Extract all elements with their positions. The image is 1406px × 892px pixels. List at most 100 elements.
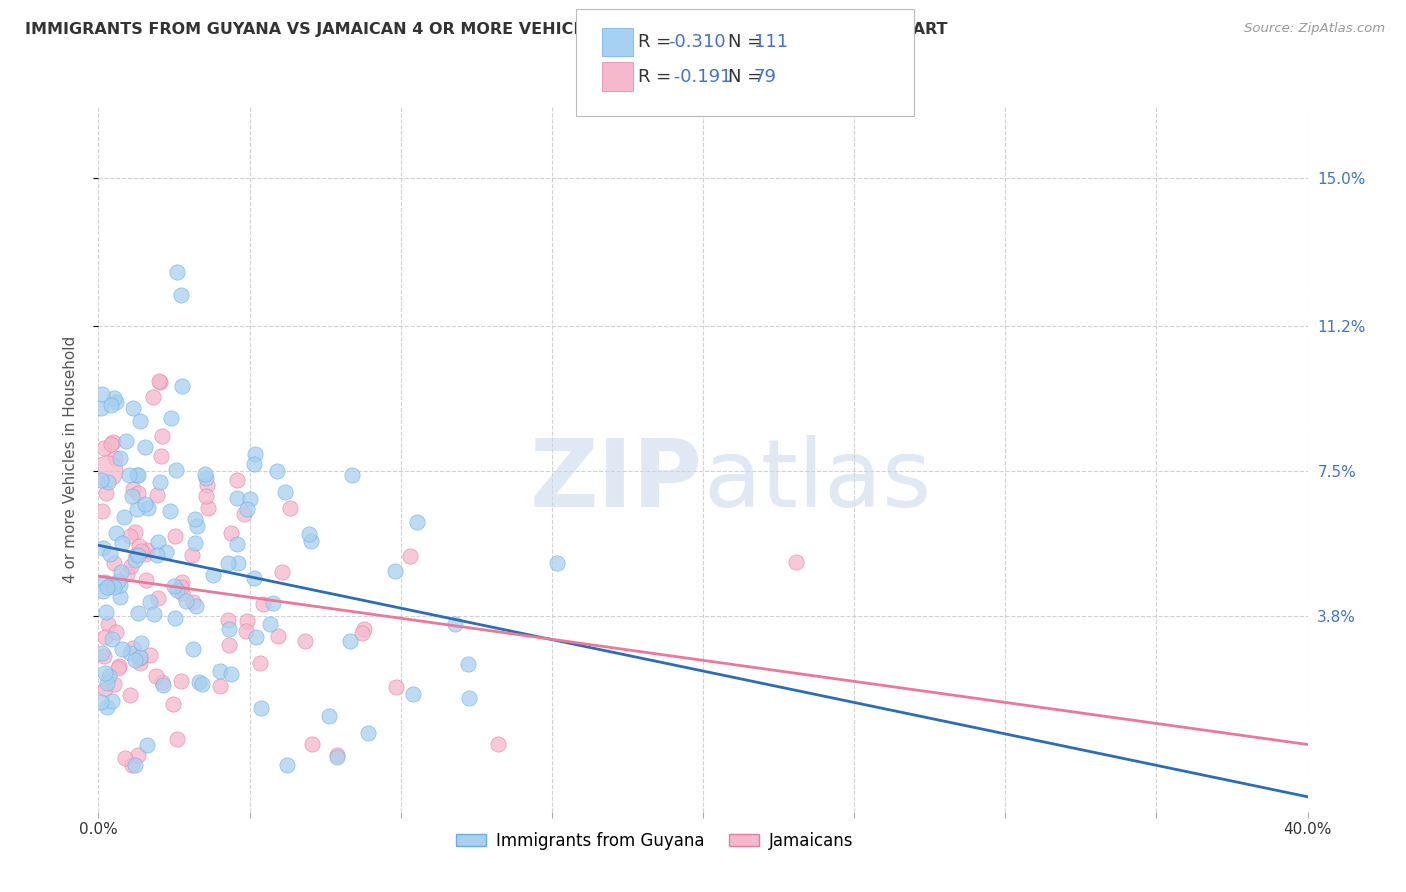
Point [162,579,184,593]
Point [103,580,125,594]
Point [301,737,323,751]
Point [105,526,128,541]
Point [186,519,208,533]
Point [245,630,267,644]
Point [299,534,322,549]
Point [384,564,406,578]
Point [458,690,481,705]
Point [103,556,125,570]
Point [270,565,292,579]
Point [135,543,157,558]
Point [342,468,364,483]
Point [93,630,115,644]
Point [129,414,152,428]
Point [127,748,149,763]
Point [195,478,218,492]
Point [150,674,173,689]
Point [274,485,297,500]
Point [104,450,127,465]
Point [163,611,186,625]
Point [117,567,139,582]
Text: 111: 111 [754,33,787,51]
Point [91,386,114,401]
Point [90,473,112,487]
Point [101,632,124,646]
Point [266,464,288,478]
Point [444,616,467,631]
Point [134,547,156,561]
Point [183,642,205,657]
Point [127,467,149,482]
Point [96,675,118,690]
Point [148,535,170,549]
Point [104,624,127,639]
Point [93,441,115,455]
Point [103,391,125,405]
Point [785,555,807,569]
Point [90,646,112,660]
Point [155,545,177,559]
Point [172,586,194,600]
Point [129,651,152,665]
Point [112,509,135,524]
Point [252,598,274,612]
Point [124,653,146,667]
Text: N =: N = [728,33,768,51]
Point [267,629,290,643]
Point [457,657,479,672]
Text: atlas: atlas [703,434,931,526]
Point [384,680,406,694]
Text: R =: R = [638,68,678,86]
Point [118,468,141,483]
Point [217,557,239,571]
Point [162,697,184,711]
Point [101,434,124,449]
Point [118,688,141,702]
Point [148,591,170,605]
Point [225,473,247,487]
Point [184,599,207,613]
Point [129,635,152,649]
Point [100,547,122,561]
Point [143,607,166,621]
Point [124,548,146,562]
Point [127,548,149,562]
Point [172,379,194,393]
Point [202,568,225,582]
Point [197,500,219,515]
Point [114,751,136,765]
Point [546,556,568,570]
Point [170,287,193,301]
Point [108,578,131,592]
Point [165,463,187,477]
Point [184,512,207,526]
Point [152,678,174,692]
Point [166,582,188,597]
Point [124,524,146,539]
Point [170,575,193,590]
Point [108,658,131,673]
Point [236,502,259,516]
Point [135,573,157,587]
Point [486,737,509,751]
Point [107,574,129,589]
Point [146,548,169,562]
Point [93,541,115,555]
Point [225,491,247,505]
Point [125,467,148,482]
Text: 79: 79 [754,68,776,86]
Point [221,526,243,541]
Point [170,673,193,688]
Point [93,648,115,663]
Point [135,739,157,753]
Point [232,507,254,521]
Point [190,677,212,691]
Point [149,475,172,489]
Point [194,471,217,485]
Point [181,548,204,562]
Text: -0.191: -0.191 [668,68,731,86]
Point [148,374,170,388]
Point [243,447,266,461]
Point [184,536,207,550]
Point [100,399,122,413]
